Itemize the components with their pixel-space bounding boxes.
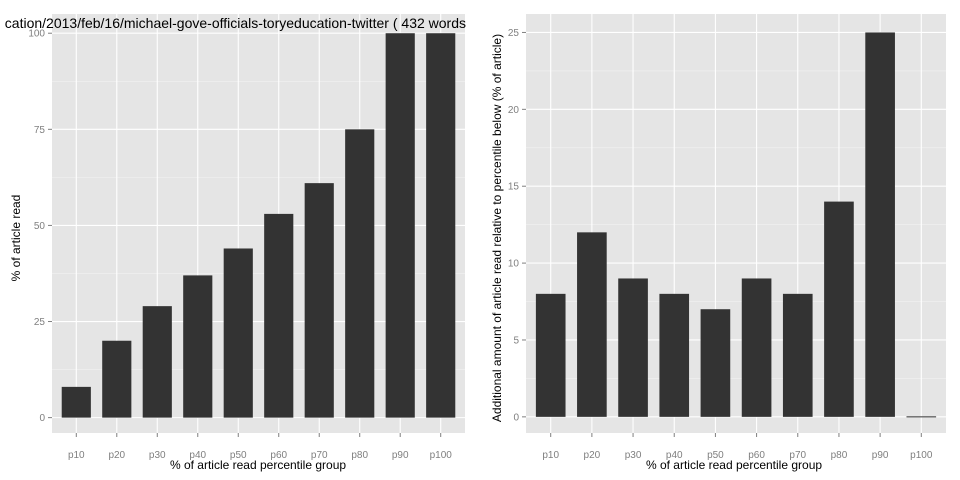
bar-p10 <box>61 386 91 418</box>
y-tick-label: 5 <box>513 335 519 346</box>
bar-p100 <box>906 416 937 418</box>
bar-p80 <box>824 201 854 417</box>
y-tick-label: 50 <box>34 221 46 232</box>
x-tick-label: p50 <box>707 450 724 461</box>
y-axis-title: % of article read <box>9 195 23 282</box>
x-tick-label: p80 <box>351 450 368 461</box>
bar-p90 <box>385 33 415 418</box>
y-tick-label: 25 <box>508 28 520 39</box>
y-tick-label: 15 <box>508 182 520 193</box>
x-axis-title: % of article read percentile group <box>170 458 346 472</box>
y-tick-label: 100 <box>28 29 45 40</box>
bar-p50 <box>700 309 731 417</box>
x-tick-label: p30 <box>625 450 642 461</box>
bar-p70 <box>782 293 813 417</box>
bar-p40 <box>659 293 690 417</box>
bar-p100 <box>426 33 456 418</box>
y-tick-label: 0 <box>513 412 519 423</box>
bar-p60 <box>741 278 772 417</box>
x-tick-label: p100 <box>910 450 933 461</box>
bar-p60 <box>264 213 294 418</box>
right-chart-panel: 0 5 10 15 20 25 p10 p20 p30 p40 p50 p60 p70 p80 p90 p10… <box>490 14 946 472</box>
bar-p40 <box>183 275 213 418</box>
y-tick-label: 10 <box>508 259 520 270</box>
bar-p90 <box>865 32 895 417</box>
x-tick-label: p100 <box>430 450 453 461</box>
x-tick-label: p70 <box>311 450 328 461</box>
x-tick-label: p30 <box>149 450 166 461</box>
x-tick-label: p20 <box>108 450 125 461</box>
x-tick-label: p40 <box>189 450 206 461</box>
bar-p80 <box>345 129 375 418</box>
x-tick-label: p20 <box>584 450 601 461</box>
x-tick-label: p50 <box>230 450 247 461</box>
bar-p70 <box>304 183 334 418</box>
bar-p50 <box>223 248 253 418</box>
bar-p20 <box>577 232 607 417</box>
bar-p20 <box>102 340 132 418</box>
x-tick-label: p40 <box>666 450 683 461</box>
bar-p30 <box>618 278 648 417</box>
chart-title: cation/2013/feb/16/michael-gove-official… <box>5 15 466 31</box>
left-chart-panel: 0 25 50 75 100 p10 p20 p30 p40 p50 p60 p70 p80 p90 p10… <box>5 14 466 472</box>
y-tick-label: 20 <box>508 105 520 116</box>
x-tick-label: p60 <box>270 450 287 461</box>
bar-p30 <box>142 306 172 418</box>
y-axis-title: Additional amount of article read relati… <box>490 34 504 422</box>
y-tick-label: 25 <box>34 317 46 328</box>
x-tick-label: p80 <box>831 450 848 461</box>
bar-p10 <box>535 293 566 417</box>
y-tick-label: 0 <box>39 413 45 424</box>
x-tick-label: p90 <box>392 450 409 461</box>
x-tick-label: p60 <box>748 450 765 461</box>
x-tick-label: p10 <box>542 450 559 461</box>
y-tick-label: 75 <box>34 125 46 136</box>
x-axis-title: % of article read percentile group <box>646 458 822 472</box>
x-tick-label: p10 <box>68 450 85 461</box>
x-tick-label: p90 <box>872 450 889 461</box>
x-tick-label: p70 <box>789 450 806 461</box>
